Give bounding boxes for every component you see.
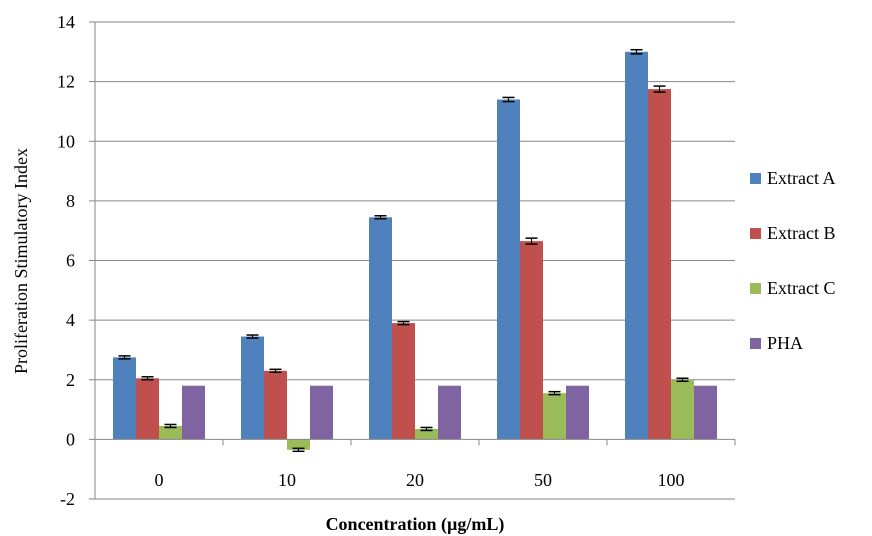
bar-extract-b-0 (136, 378, 159, 440)
legend: Extract A Extract B Extract C PHA (750, 168, 835, 353)
y-tick-label: 6 (66, 251, 75, 271)
y-tick-label: 12 (57, 72, 75, 92)
x-tick-labels: 0 10 20 50 100 (155, 470, 685, 490)
legend-label: Extract B (767, 223, 835, 243)
x-tick-label: 20 (406, 470, 424, 490)
x-tick-label: 100 (658, 470, 685, 490)
bar-extract-c-50 (543, 393, 566, 440)
bar-extract-b-20 (392, 323, 415, 440)
legend-swatch (750, 283, 761, 294)
bar-pha-10 (310, 385, 333, 440)
y-tick-label: -2 (60, 489, 75, 509)
y-tick-label: 0 (66, 429, 75, 449)
bar-extract-a-20 (369, 217, 392, 440)
bar-extract-a-50 (497, 99, 520, 440)
bar-extract-a-0 (113, 357, 136, 440)
legend-swatch (750, 338, 761, 349)
y-tick-label: 4 (66, 310, 75, 330)
bar-extract-c-100 (671, 379, 694, 440)
bar-extract-b-10 (264, 370, 287, 440)
bar-series-group (113, 51, 717, 450)
x-tick-label: 0 (155, 470, 164, 490)
bar-extract-a-100 (625, 51, 648, 440)
y-axis-title: Proliferation Stimulatory Index (11, 148, 31, 374)
bar-extract-c-10 (287, 439, 310, 450)
bar-pha-100 (694, 385, 717, 440)
legend-label: PHA (767, 333, 803, 353)
axes (89, 21, 736, 500)
x-axis-title: Concentration (µg/mL) (326, 514, 505, 535)
bar-pha-20 (438, 385, 461, 440)
y-tick-label: 14 (57, 12, 75, 32)
legend-label: Extract A (767, 168, 835, 188)
bar-extract-c-0 (159, 425, 182, 440)
legend-label: Extract C (767, 278, 835, 298)
x-tick-label: 10 (278, 470, 296, 490)
error-bars-group (118, 48, 689, 453)
y-tick-label: 10 (57, 131, 75, 151)
legend-swatch (750, 173, 761, 184)
y-tick-label: 8 (66, 191, 75, 211)
legend-swatch (750, 228, 761, 239)
bar-extract-b-50 (520, 241, 543, 440)
x-tick-label: 50 (534, 470, 552, 490)
bar-pha-50 (566, 385, 589, 440)
bar-extract-c-20 (415, 428, 438, 440)
bar-pha-0 (182, 385, 205, 440)
bar-extract-a-10 (241, 336, 264, 440)
y-tick-labels: -2 0 2 4 6 8 10 12 14 (57, 12, 75, 509)
gridlines (95, 21, 735, 500)
y-tick-label: 2 (66, 370, 75, 390)
bar-extract-b-100 (648, 89, 671, 440)
